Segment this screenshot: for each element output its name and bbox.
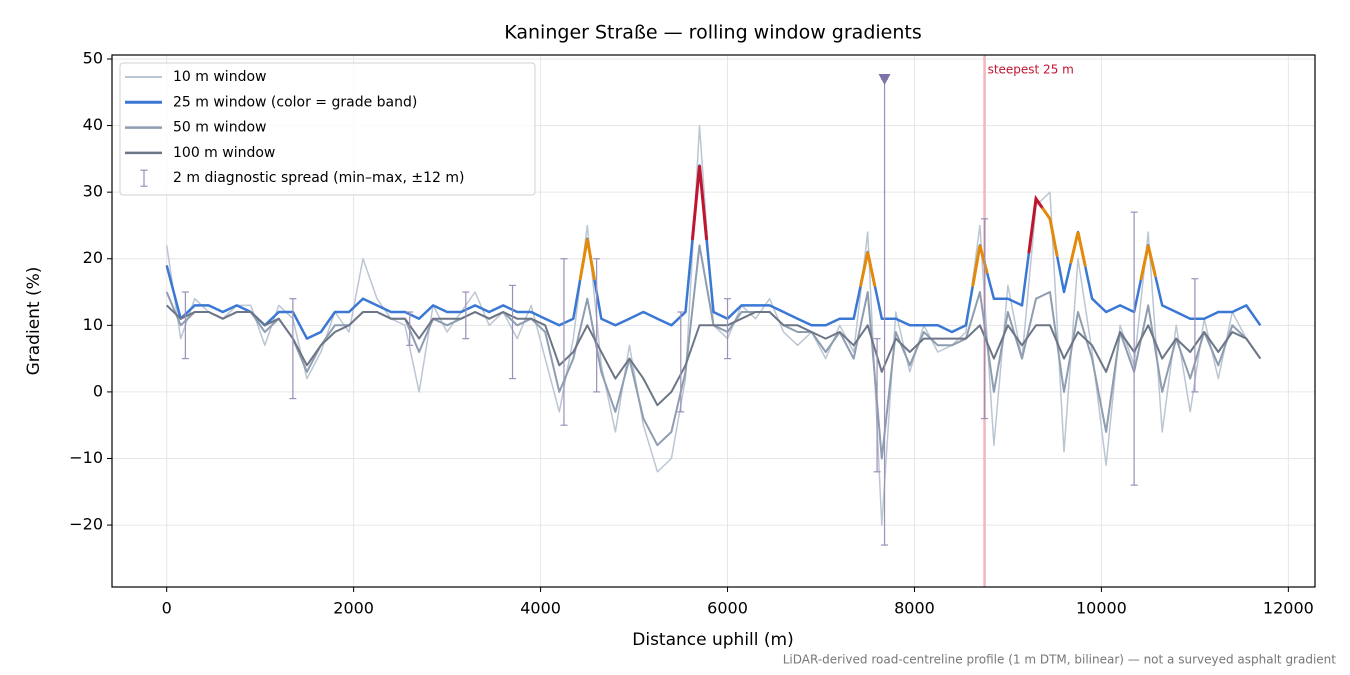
grade-band-segment <box>1139 245 1157 281</box>
grade-band-segment <box>1027 194 1045 254</box>
grade-band-segment <box>1041 207 1059 257</box>
grade-band-segment <box>691 165 708 241</box>
x-tick-label: 0 <box>162 599 172 618</box>
x-tick-label: 6000 <box>707 599 748 618</box>
marker <box>878 73 891 85</box>
x-tick-label: 8000 <box>894 599 935 618</box>
x-tick-label: 12000 <box>1263 599 1314 618</box>
plot-frame <box>111 54 1316 588</box>
y-tick-label: 50 <box>83 48 103 67</box>
x-axis-label: Distance uphill (m) <box>632 630 793 650</box>
grade-band-segment <box>859 251 877 287</box>
legend-label: 2 m diagnostic spread (min–max, ±12 m) <box>173 170 464 186</box>
x-tick-label: 4000 <box>520 599 561 618</box>
y-tick-label: 40 <box>83 115 103 134</box>
legend-label: 25 m window (color = grade band) <box>173 94 417 110</box>
grade-band-segment <box>1069 231 1087 267</box>
legend-box <box>119 62 536 196</box>
y-axis-label: Gradient (%) <box>24 267 44 376</box>
series-line <box>166 304 1262 407</box>
y-tick-label: −20 <box>69 515 103 534</box>
y-tick-label: −10 <box>69 448 103 467</box>
legend-label: 50 m window <box>173 120 266 136</box>
chart-title: Kaninger Straße — rolling window gradien… <box>504 22 922 44</box>
x-tick-label: 10000 <box>1076 599 1127 618</box>
plot-area <box>165 55 1262 587</box>
legend-label: 100 m window <box>173 145 275 161</box>
y-tick-label: 10 <box>83 315 103 334</box>
y-tick-label: 30 <box>83 182 103 201</box>
y-tick-label: 20 <box>83 248 103 267</box>
x-tick-label: 2000 <box>333 599 374 618</box>
grade-band-segment <box>578 238 596 281</box>
legend-label: 10 m window <box>173 69 266 85</box>
footnote: LiDAR-derived road-centreline profile (1… <box>783 653 1337 667</box>
steepest-label: steepest 25 m <box>988 63 1074 77</box>
y-tick-label: 0 <box>93 381 103 400</box>
